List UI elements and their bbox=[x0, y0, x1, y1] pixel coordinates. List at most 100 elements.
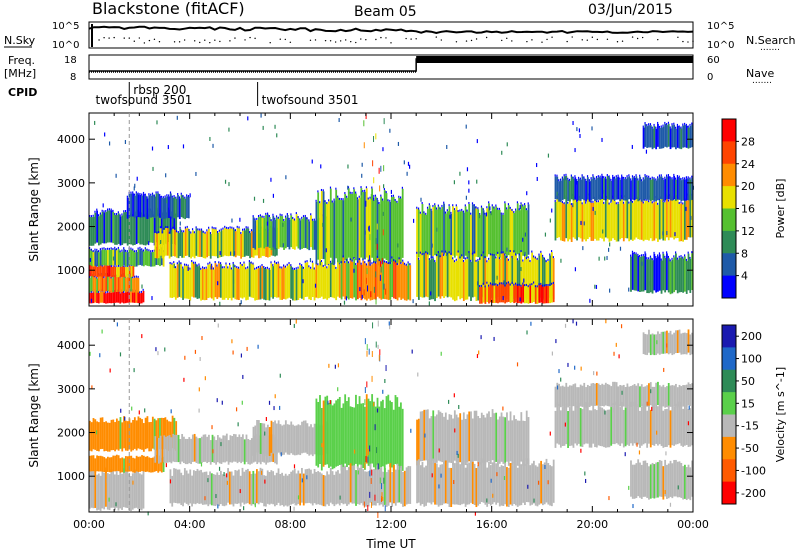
power-edge-cell bbox=[628, 201, 630, 204]
power-streak bbox=[383, 165, 385, 172]
velocity-cell bbox=[401, 408, 404, 471]
velocity-cell bbox=[266, 424, 269, 455]
power-cell bbox=[97, 216, 100, 246]
velocity-colorbar-segment bbox=[722, 369, 736, 393]
power-cell bbox=[315, 263, 318, 298]
velocity-cell bbox=[506, 467, 508, 507]
power-edge-cell bbox=[283, 264, 285, 267]
velocity-cell bbox=[157, 418, 160, 450]
velocity-cell bbox=[283, 475, 285, 507]
velocity-cell bbox=[99, 455, 102, 472]
velocity-cell bbox=[666, 464, 668, 499]
power-cell bbox=[434, 262, 436, 302]
velocity-speck bbox=[663, 367, 665, 372]
velocity-cell bbox=[597, 383, 600, 406]
velocity-cell bbox=[288, 424, 291, 455]
power-cell bbox=[432, 206, 435, 257]
power-edge-cell bbox=[662, 124, 664, 127]
power-edge-cell bbox=[678, 202, 680, 205]
velocity-cell bbox=[292, 470, 294, 504]
power-cell bbox=[240, 234, 243, 259]
velocity-streak bbox=[363, 501, 365, 508]
power-cell bbox=[507, 205, 510, 256]
power-cell bbox=[461, 256, 463, 299]
velocity-speck bbox=[223, 472, 225, 477]
power-speck bbox=[649, 281, 652, 286]
power-edge-cell bbox=[274, 217, 276, 220]
power-cell bbox=[617, 176, 620, 200]
velocity-colorbar-tick-label: 50 bbox=[741, 375, 755, 388]
power-cell bbox=[649, 179, 652, 201]
velocity-cell bbox=[301, 421, 303, 454]
velocity-cell bbox=[160, 457, 163, 473]
power-edge-cell bbox=[563, 174, 565, 177]
power-cell bbox=[369, 198, 372, 263]
power-colorbar-tick-label: 24 bbox=[741, 158, 755, 171]
velocity-cell bbox=[326, 395, 329, 465]
power-edge-cell bbox=[488, 257, 490, 260]
power-cell bbox=[653, 253, 656, 291]
velocity-cell bbox=[158, 437, 160, 464]
power-cell bbox=[178, 198, 181, 220]
velocity-cell bbox=[274, 475, 276, 507]
power-edge-cell bbox=[542, 284, 544, 287]
velocity-cell bbox=[207, 474, 210, 507]
power-edge-cell bbox=[387, 199, 389, 202]
power-cell bbox=[166, 228, 169, 256]
velocity-cell bbox=[112, 419, 115, 451]
power-cell bbox=[114, 266, 117, 278]
power-edge-cell bbox=[163, 227, 165, 230]
power-edge-cell bbox=[536, 257, 538, 260]
power-cell bbox=[617, 203, 620, 242]
velocity-cell bbox=[540, 460, 542, 504]
power-colorbar-segment bbox=[722, 230, 736, 254]
velocity-cell bbox=[610, 406, 613, 446]
power-edge-cell bbox=[155, 191, 157, 194]
velocity-cell bbox=[642, 403, 645, 445]
velocity-cell bbox=[473, 410, 476, 461]
velocity-speck bbox=[293, 506, 295, 511]
power-edge-cell bbox=[495, 283, 497, 286]
velocity-colorbar-tick-label: -15 bbox=[741, 420, 759, 433]
power-edge-cell bbox=[398, 257, 400, 260]
power-edge-cell bbox=[518, 283, 520, 286]
power-cell bbox=[685, 125, 688, 148]
power-edge-cell bbox=[200, 267, 202, 270]
velocity-cell bbox=[177, 434, 180, 463]
power-cell bbox=[416, 208, 418, 257]
power-cell bbox=[538, 255, 541, 298]
power-edge-cell bbox=[96, 276, 98, 279]
velocity-cell bbox=[240, 436, 243, 464]
power-edge-cell bbox=[594, 177, 596, 180]
power-speck bbox=[406, 171, 408, 176]
velocity-speck bbox=[572, 319, 574, 324]
power-cell bbox=[466, 211, 469, 259]
power-cell bbox=[682, 179, 685, 201]
velocity-cell bbox=[482, 414, 485, 464]
power-speck bbox=[412, 218, 415, 223]
velocity-cell bbox=[286, 475, 289, 507]
velocity-speck bbox=[636, 442, 638, 447]
power-cell bbox=[342, 257, 345, 297]
power-speck bbox=[501, 150, 503, 155]
velocity-cell bbox=[662, 466, 665, 500]
power-cell bbox=[110, 210, 113, 243]
power-speck bbox=[582, 246, 584, 251]
power-cell bbox=[133, 195, 136, 218]
velocity-cell bbox=[682, 408, 685, 447]
power-streak bbox=[379, 274, 381, 281]
power-cell bbox=[243, 263, 246, 298]
velocity-cell bbox=[428, 459, 431, 503]
power-colorbar-tick-label: 4 bbox=[741, 270, 748, 283]
power-edge-cell bbox=[135, 250, 137, 253]
power-cell bbox=[207, 264, 210, 299]
power-edge-cell bbox=[479, 213, 481, 216]
noise-search-point bbox=[511, 40, 513, 42]
power-cell bbox=[491, 206, 494, 256]
power-cell bbox=[568, 180, 571, 202]
velocity-cell bbox=[646, 385, 649, 407]
velocity-cell bbox=[371, 394, 374, 464]
power-edge-cell bbox=[227, 266, 229, 269]
velocity-cell bbox=[649, 334, 652, 356]
power-speck bbox=[266, 221, 269, 226]
